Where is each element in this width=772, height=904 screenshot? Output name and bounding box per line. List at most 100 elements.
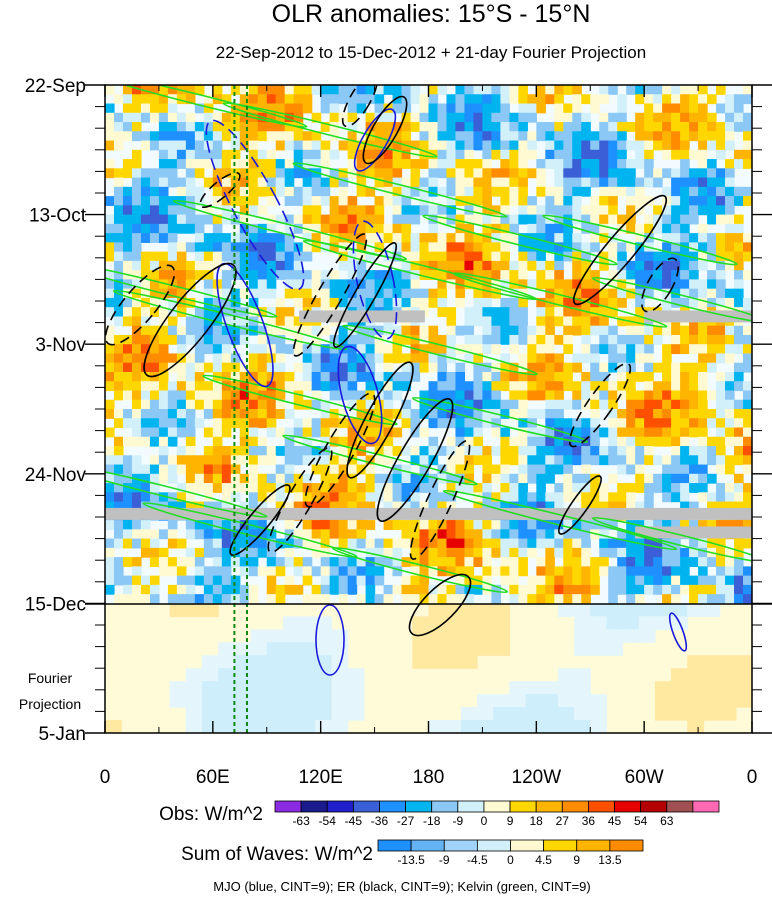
anomaly-cell <box>509 131 519 142</box>
anomaly-cell <box>356 436 367 447</box>
anomaly-cell <box>599 325 609 336</box>
anomaly-cell <box>536 242 546 253</box>
anomaly-cell <box>635 316 645 327</box>
anomaly-cell <box>563 149 573 160</box>
anomaly-cell <box>284 501 295 512</box>
anomaly-cell <box>338 94 349 105</box>
anomaly-cell <box>176 409 187 419</box>
anomaly-cell <box>338 112 349 123</box>
anomaly-cell <box>275 446 286 456</box>
anomaly-cell <box>473 205 484 216</box>
anomaly-cell <box>167 353 178 364</box>
anomaly-cell <box>221 418 232 429</box>
anomaly-cell <box>572 168 582 179</box>
anomaly-cell <box>509 307 519 318</box>
anomaly-cell <box>626 557 636 567</box>
anomaly-cell <box>356 186 367 197</box>
projection-cell <box>444 603 462 617</box>
anomaly-cell <box>176 390 187 401</box>
anomaly-cell <box>608 390 618 401</box>
anomaly-cell <box>545 399 555 410</box>
projection-cell <box>638 603 656 617</box>
anomaly-cell <box>131 131 142 142</box>
anomaly-cell <box>410 362 421 373</box>
anomaly-cell <box>428 297 439 308</box>
anomaly-cell <box>482 409 493 419</box>
anomaly-cell <box>275 538 286 549</box>
anomaly-cell <box>734 196 744 206</box>
anomaly-cell <box>680 85 690 95</box>
anomaly-cell <box>230 325 241 336</box>
anomaly-cell <box>140 168 151 179</box>
anomaly-cell <box>446 473 457 484</box>
anomaly-cell <box>725 325 735 336</box>
anomaly-cell <box>338 371 349 382</box>
anomaly-cell <box>689 446 699 456</box>
anomaly-cell <box>527 196 537 206</box>
anomaly-cell <box>176 483 187 493</box>
er-contour <box>341 85 379 128</box>
anomaly-cell <box>518 242 528 253</box>
anomaly-cell <box>500 94 510 105</box>
anomaly-cell <box>509 538 519 549</box>
anomaly-cell <box>221 584 232 595</box>
anomaly-cell <box>131 353 142 364</box>
anomaly-cell <box>383 353 394 364</box>
anomaly-cell <box>527 446 537 456</box>
anomaly-cell <box>734 538 744 549</box>
anomaly-cell <box>653 362 663 373</box>
anomaly-cell <box>482 483 493 493</box>
anomaly-cell <box>374 446 385 456</box>
anomaly-cell <box>707 446 717 456</box>
anomaly-cell <box>392 557 403 567</box>
anomaly-cell <box>428 177 439 188</box>
anomaly-cell <box>365 85 376 95</box>
colorbar-swatch <box>457 800 485 813</box>
anomaly-cell <box>221 94 232 105</box>
anomaly-cell <box>284 288 295 299</box>
anomaly-cell <box>725 223 735 234</box>
anomaly-cell <box>248 251 259 262</box>
anomaly-cell <box>122 557 133 567</box>
anomaly-cell <box>518 270 528 280</box>
anomaly-cell <box>491 418 501 429</box>
kelvin-contour <box>442 489 678 551</box>
anomaly-cell <box>158 381 169 392</box>
anomaly-cell <box>680 131 690 142</box>
anomaly-cell <box>734 122 744 132</box>
anomaly-cell <box>392 584 403 595</box>
anomaly-cell <box>536 390 546 401</box>
anomaly-cell <box>716 325 726 336</box>
anomaly-cell <box>185 473 196 484</box>
anomaly-cell <box>689 288 699 299</box>
anomaly-cell <box>527 242 537 253</box>
anomaly-cell <box>698 233 708 243</box>
anomaly-cell <box>455 362 466 373</box>
anomaly-cell <box>302 418 313 429</box>
projection-cell <box>574 681 591 695</box>
anomaly-cell <box>140 288 151 299</box>
anomaly-cell <box>203 483 214 493</box>
anomaly-cell <box>239 316 250 327</box>
anomaly-cell <box>383 233 394 243</box>
anomaly-cell <box>464 233 475 243</box>
anomaly-cell <box>581 279 591 290</box>
anomaly-cell <box>140 325 151 336</box>
anomaly-cell <box>158 94 169 105</box>
anomaly-cell <box>275 140 286 151</box>
anomaly-cell <box>698 242 708 253</box>
anomaly-cell <box>284 547 295 558</box>
anomaly-cell <box>149 168 160 179</box>
anomaly-cell <box>689 168 699 179</box>
anomaly-cell <box>248 260 259 271</box>
anomaly-cell <box>734 418 744 429</box>
anomaly-cell <box>635 371 645 382</box>
projection-cell <box>509 707 527 721</box>
kelvin-contour <box>292 162 508 218</box>
anomaly-cell <box>635 409 645 419</box>
anomaly-cell <box>572 307 582 318</box>
anomaly-cell <box>599 399 609 410</box>
anomaly-cell <box>293 270 304 280</box>
anomaly-cell <box>248 297 259 308</box>
anomaly-cell <box>329 270 340 280</box>
